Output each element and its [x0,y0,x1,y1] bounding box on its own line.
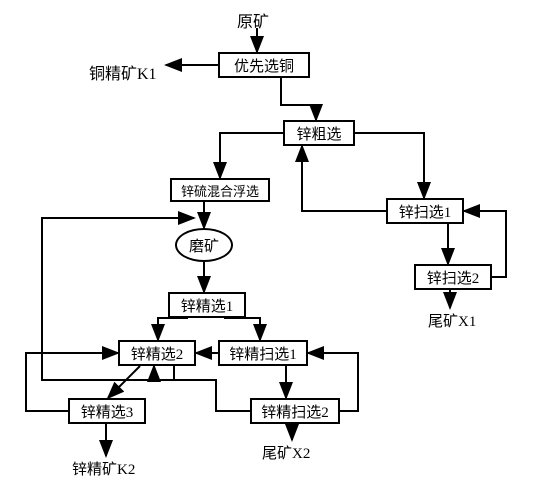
edge [158,318,188,340]
edge [281,78,316,120]
node-zn_clean3: 锌精选3 [68,398,146,424]
node-zn_conc: 锌精矿K2 [72,458,135,479]
node-zn_clean_scan2: 锌精扫选2 [250,398,340,424]
edge [108,366,140,398]
node-zn_clean2: 锌精选2 [118,340,196,366]
node-zn_clean1: 锌精选1 [168,292,246,318]
node-tail_x1: 尾矿X1 [428,310,476,331]
edge [154,366,250,411]
node-zn_scan2: 锌扫选2 [414,264,492,290]
node-zn_clean_scan1: 锌精扫选1 [218,340,308,366]
edge [355,133,424,198]
edge [220,133,283,178]
node-raw_ore: 原矿 [237,8,269,32]
node-zn_s_mix: 锌硫混合浮选 [170,178,270,202]
node-zn_scan1: 锌扫选1 [386,198,464,224]
node-priority_cu: 优先选铜 [218,52,310,78]
node-grind: 磨矿 [175,228,233,262]
edge [302,146,386,211]
node-tail_x2: 尾矿X2 [262,442,310,463]
node-cu_conc: 铜精矿K1 [89,60,157,84]
edge [224,318,260,340]
node-zn_rough: 锌粗选 [283,120,355,146]
